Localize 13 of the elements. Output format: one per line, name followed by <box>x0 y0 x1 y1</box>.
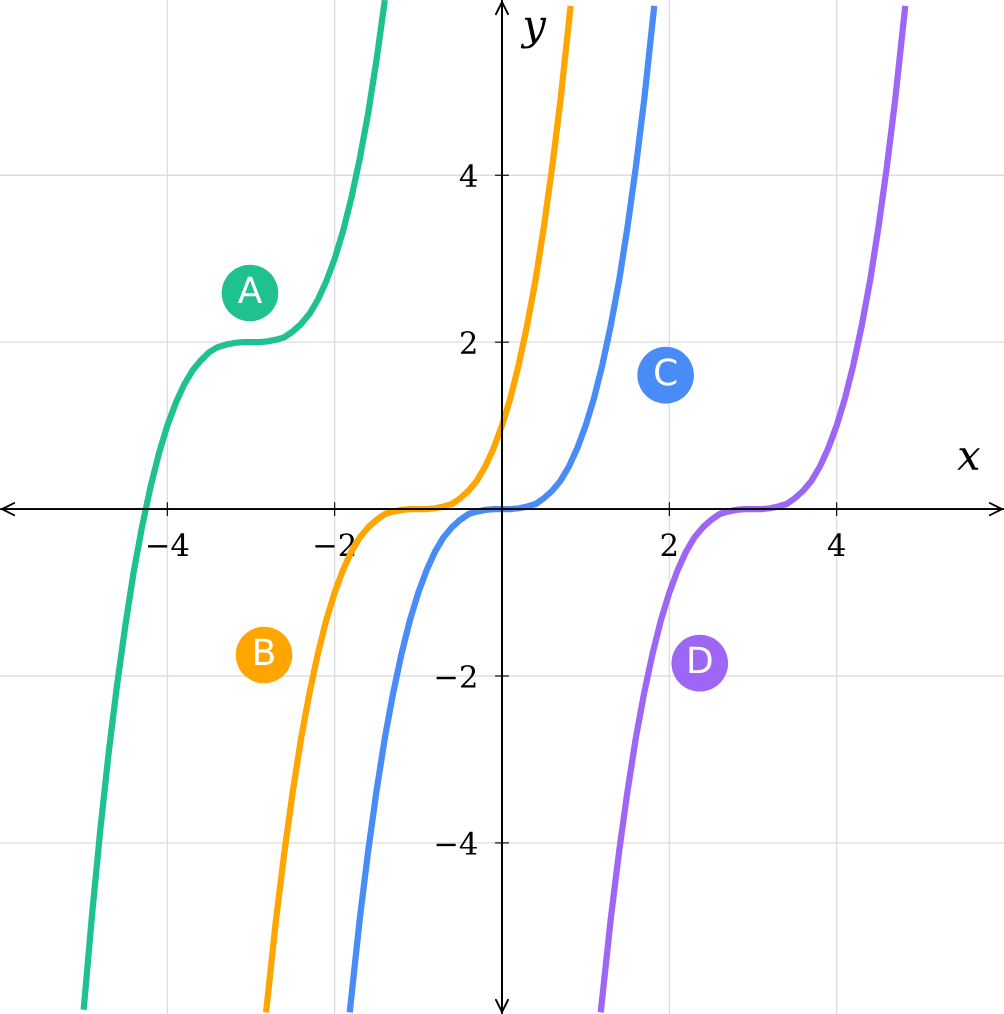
x-tick-label: 4 <box>827 533 845 556</box>
y-tick-label: −2 <box>436 664 476 688</box>
y-tick-label: 4 <box>459 164 477 187</box>
y-tick-label: −4 <box>436 831 477 855</box>
x-axis-title: x <box>957 448 980 470</box>
y-tick-label: 2 <box>461 331 476 354</box>
series-label: A <box>237 276 263 304</box>
y-axis-title: y <box>520 17 547 49</box>
series-label: B <box>255 638 274 666</box>
series-label: C <box>655 358 677 386</box>
x-tick-label: 2 <box>661 533 677 556</box>
series-label: D <box>689 646 712 674</box>
x-tick-label: −4 <box>148 533 189 556</box>
